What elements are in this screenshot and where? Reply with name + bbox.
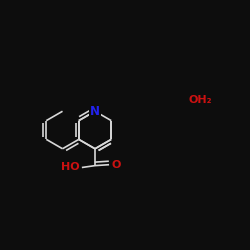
Text: HO: HO [61, 162, 80, 172]
Text: OH₂: OH₂ [188, 95, 212, 105]
Text: N: N [90, 105, 100, 118]
Text: O: O [111, 160, 120, 170]
